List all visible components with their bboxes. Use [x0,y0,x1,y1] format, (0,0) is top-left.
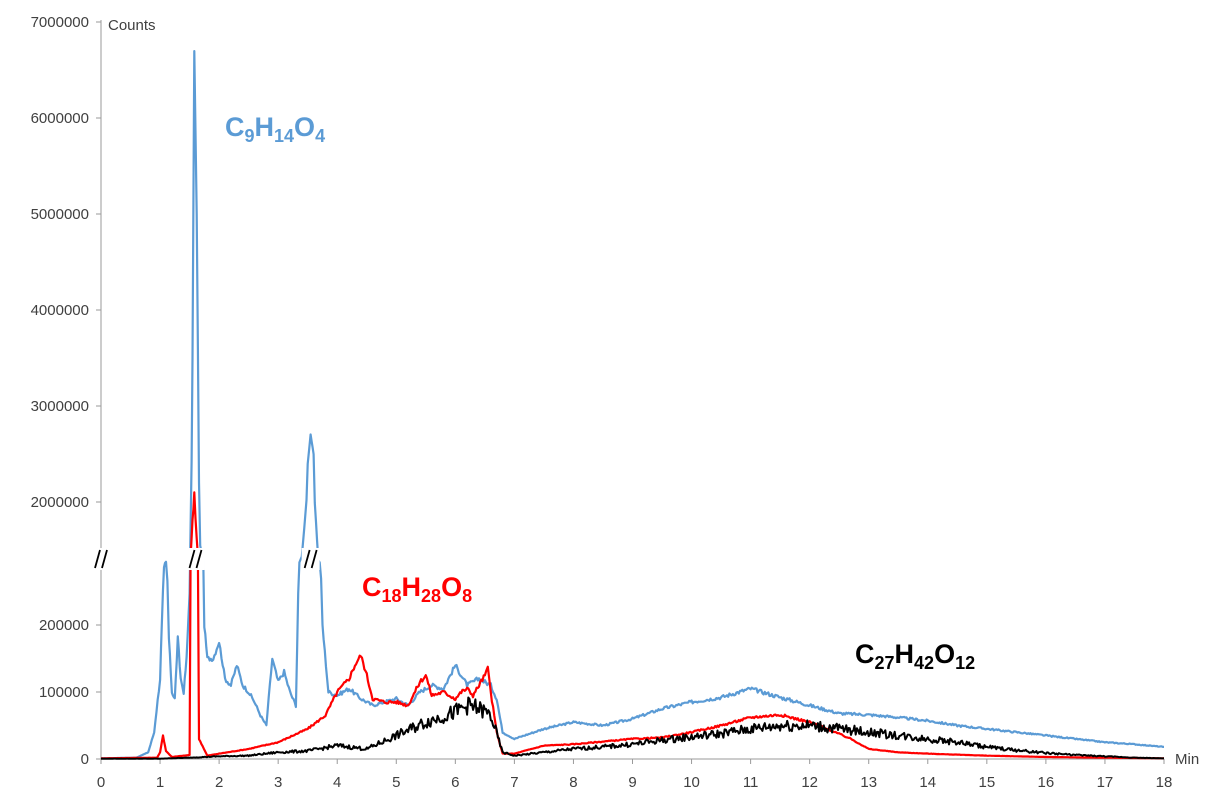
x-tick-label: 6 [451,774,459,791]
series-label-c18h28o8: C18H28O8 [362,572,472,606]
x-tick-label: 16 [1038,774,1055,791]
x-tick-label: 13 [860,774,877,791]
y-tick-label: 7000000 [31,14,89,31]
break-slash [101,549,108,569]
series-line-c9h14o4 [101,50,1164,760]
y-axis-title: Counts [108,17,156,34]
x-tick-label: 2 [215,774,223,791]
x-tick-label: 18 [1156,774,1173,791]
series-label-c9h14o4: C9H14O4 [225,112,325,146]
x-tick-label: 7 [510,774,518,791]
x-tick-label: 9 [628,774,636,791]
y-tick-label: 6000000 [31,110,89,127]
y-tick-label: 200000 [39,617,89,634]
y-tick-label: 5000000 [31,206,89,223]
x-tick-label: 14 [919,774,936,791]
x-axis-title: Min [1175,751,1199,768]
y-tick-label: 100000 [39,684,89,701]
series-lines [100,50,1165,760]
y-tick-label: 3000000 [31,398,89,415]
axis-break-marks [92,548,320,570]
x-tick-label: 8 [569,774,577,791]
x-tick-label: 17 [1097,774,1114,791]
y-tick-label: 2000000 [31,494,89,511]
break-slash [94,549,101,569]
axes [96,20,1165,764]
break-slash [303,549,311,569]
x-tick-label: 12 [801,774,818,791]
y-tick-label: 4000000 [31,302,89,319]
series-line-c18h28o8 [101,491,1164,760]
tick-labels: 0 1 2 3 4 5 6 7 8 9 10 11 12 13 14 15 16 17 18010000020000… [31,14,1173,791]
x-tick-label: 1 [156,774,164,791]
series-line-c27h42o12 [100,696,1165,760]
x-tick-label: 10 [683,774,700,791]
x-tick-label: 0 [97,774,105,791]
x-tick-label: 3 [274,774,282,791]
break-slash [310,549,318,569]
x-tick-label: 15 [978,774,995,791]
y-tick-label: 0 [81,751,89,768]
x-tick-label: 11 [743,774,759,791]
x-tick-label: 5 [392,774,400,791]
break-slash [188,549,196,569]
break-slash [195,549,203,569]
series-label-c27h42o12: C27H42O12 [855,639,975,673]
x-tick-label: 4 [333,774,341,791]
